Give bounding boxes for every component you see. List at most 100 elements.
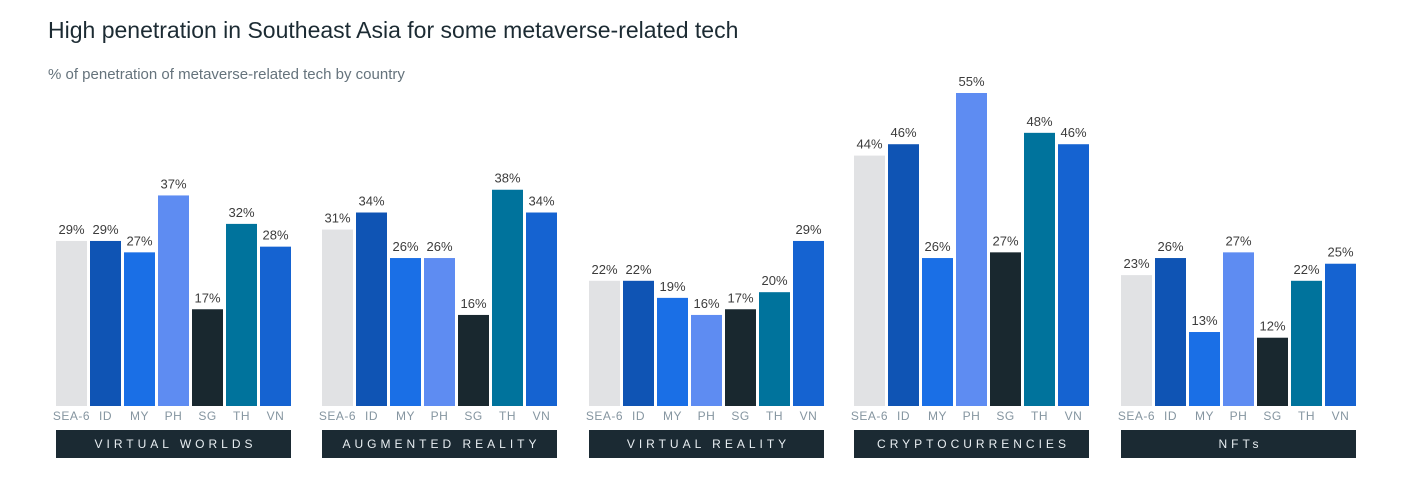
x-tick-label: PH bbox=[963, 409, 981, 423]
x-tick-label: TH bbox=[1298, 409, 1315, 423]
data-label: 19% bbox=[659, 279, 685, 294]
x-tick-label: SG bbox=[464, 409, 482, 423]
data-label: 27% bbox=[126, 233, 152, 248]
x-tick-label: SG bbox=[198, 409, 216, 423]
data-label: 55% bbox=[958, 74, 984, 89]
bar bbox=[1121, 275, 1152, 406]
data-label: 20% bbox=[761, 273, 787, 288]
data-label: 23% bbox=[1123, 256, 1149, 271]
bar bbox=[589, 280, 620, 406]
data-label: 27% bbox=[1225, 233, 1251, 248]
bar bbox=[1058, 144, 1089, 406]
bar bbox=[1155, 258, 1186, 406]
chart-title: High penetration in Southeast Asia for s… bbox=[48, 17, 739, 43]
x-tick-label: TH bbox=[1031, 409, 1048, 423]
bar bbox=[492, 189, 523, 406]
x-tick-label: TH bbox=[766, 409, 783, 423]
data-label: 28% bbox=[262, 228, 288, 243]
bar bbox=[56, 240, 87, 406]
x-tick-label: VN bbox=[800, 409, 818, 423]
x-tick-label: PH bbox=[165, 409, 183, 423]
x-tick-label: SG bbox=[1263, 409, 1281, 423]
x-tick-label: PH bbox=[431, 409, 449, 423]
bar bbox=[657, 297, 688, 406]
x-tick-label: TH bbox=[233, 409, 250, 423]
bar bbox=[260, 246, 291, 406]
data-label: 34% bbox=[358, 194, 384, 209]
bar bbox=[192, 309, 223, 406]
data-label: 26% bbox=[924, 239, 950, 254]
bar bbox=[1189, 332, 1220, 406]
bar bbox=[1223, 252, 1254, 406]
data-label: 29% bbox=[795, 222, 821, 237]
x-tick-label: SG bbox=[996, 409, 1014, 423]
data-label: 12% bbox=[1259, 319, 1285, 334]
panel-label-box bbox=[322, 430, 557, 458]
panel-label-box bbox=[854, 430, 1089, 458]
x-tick-label: SG bbox=[731, 409, 749, 423]
x-tick-label: MY bbox=[928, 409, 947, 423]
x-tick-label: ID bbox=[365, 409, 378, 423]
panel-label-box bbox=[589, 430, 824, 458]
x-tick-label: VN bbox=[1065, 409, 1083, 423]
x-tick-label: SEA-6 bbox=[586, 409, 623, 423]
chart-subtitle: % of penetration of metaverse-related te… bbox=[48, 66, 405, 83]
bar bbox=[124, 252, 155, 406]
x-tick-label: ID bbox=[1164, 409, 1177, 423]
data-label: 26% bbox=[392, 239, 418, 254]
x-tick-label: ID bbox=[897, 409, 910, 423]
panel-label: VIRTUAL REALITY bbox=[627, 437, 790, 451]
panel-label: VIRTUAL WORLDS bbox=[94, 437, 256, 451]
bar bbox=[390, 258, 421, 406]
bar bbox=[90, 240, 121, 406]
bar bbox=[888, 144, 919, 406]
x-tick-label: MY bbox=[663, 409, 682, 423]
bar bbox=[322, 229, 353, 406]
x-tick-label: VN bbox=[1332, 409, 1350, 423]
bar bbox=[526, 212, 557, 406]
data-label: 46% bbox=[890, 125, 916, 140]
x-tick-label: VN bbox=[533, 409, 551, 423]
data-label: 29% bbox=[92, 222, 118, 237]
data-label: 37% bbox=[160, 176, 186, 191]
x-tick-label: PH bbox=[698, 409, 716, 423]
x-tick-label: ID bbox=[99, 409, 112, 423]
data-label: 46% bbox=[1060, 125, 1086, 140]
bar bbox=[1291, 280, 1322, 406]
bar bbox=[356, 212, 387, 406]
data-label: 17% bbox=[727, 290, 753, 305]
bar bbox=[956, 93, 987, 406]
x-tick-label: SEA-6 bbox=[319, 409, 356, 423]
bar bbox=[458, 314, 489, 406]
x-tick-label: VN bbox=[267, 409, 285, 423]
bar bbox=[990, 252, 1021, 406]
data-label: 13% bbox=[1191, 313, 1217, 328]
bar bbox=[1257, 337, 1288, 406]
x-tick-label: MY bbox=[130, 409, 149, 423]
data-label: 29% bbox=[58, 222, 84, 237]
bar bbox=[226, 223, 257, 406]
panel-label-box bbox=[1121, 430, 1356, 458]
data-label: 22% bbox=[625, 262, 651, 277]
data-label: 48% bbox=[1026, 114, 1052, 129]
panel-label-box bbox=[56, 430, 291, 458]
data-label: 22% bbox=[591, 262, 617, 277]
bar bbox=[424, 258, 455, 406]
data-label: 16% bbox=[693, 296, 719, 311]
bar bbox=[158, 195, 189, 406]
bar bbox=[922, 258, 953, 406]
bar bbox=[691, 314, 722, 406]
data-label: 22% bbox=[1293, 262, 1319, 277]
data-label: 34% bbox=[528, 194, 554, 209]
data-label: 26% bbox=[1157, 239, 1183, 254]
x-tick-label: MY bbox=[396, 409, 415, 423]
x-tick-label: MY bbox=[1195, 409, 1214, 423]
data-label: 25% bbox=[1327, 245, 1353, 260]
x-tick-label: ID bbox=[632, 409, 645, 423]
data-label: 31% bbox=[324, 211, 350, 226]
bar bbox=[759, 292, 790, 406]
data-label: 17% bbox=[194, 290, 220, 305]
bar bbox=[793, 240, 824, 406]
